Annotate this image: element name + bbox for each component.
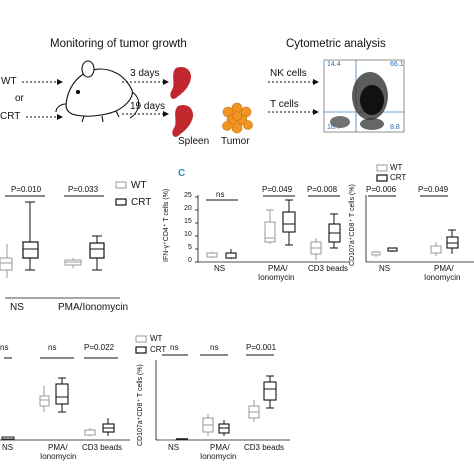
legend-b-wt-swatch	[115, 181, 127, 189]
panel-d-group-ns: NS	[379, 264, 391, 273]
panel-f-group-ns: NS	[168, 443, 180, 452]
panel-c-ytick-0: 0	[188, 257, 192, 264]
panel-e-group-cd3: CD3 beads	[82, 443, 123, 452]
legend-c-wt: WT	[390, 163, 403, 172]
days-3-label: 3 days	[130, 68, 160, 79]
legend-c-crt-swatch	[376, 174, 388, 182]
legend-b-wt: WT	[131, 180, 147, 191]
panel-b-group-ns: NS	[10, 302, 24, 313]
panel-e-pvalue-cd3: P=0.022	[84, 343, 115, 352]
panel-c-label: C	[178, 168, 186, 179]
panel-c-pvalue-cd3: P=0.008	[307, 185, 338, 194]
panel-c-chart	[195, 195, 350, 263]
or-label: or	[15, 93, 24, 104]
panel-b-pvalue-pma: P=0.033	[68, 185, 99, 194]
panel-c-group-cd3: CD3 beads	[308, 264, 349, 273]
panel-d-pvalue-ns: P=0.006	[366, 185, 397, 194]
arrows-to-cytometry	[268, 79, 319, 115]
days-19-label: 19 days	[130, 101, 166, 112]
cytometric-title: Cytometric analysis	[286, 38, 386, 50]
quad-tr-value: 66.1	[390, 61, 404, 68]
panel-f-group-ionomycin: Ionomycin	[200, 452, 237, 461]
monitoring-title: Monitoring of tumor growth	[50, 38, 187, 50]
panel-b-group-pma: PMA/Ionomycin	[58, 302, 129, 313]
panel-e-pvalue-ns: ns	[0, 343, 9, 352]
crt-label: CRT	[0, 111, 21, 122]
panel-c-group-pma: PMA/	[268, 264, 288, 273]
panel-c-group-ionomycin: Ionomycin	[258, 273, 295, 282]
quad-br-value: 8.8	[390, 124, 400, 131]
flow-cytometry-plot	[323, 59, 405, 133]
panel-f-group-cd3: CD3 beads	[244, 443, 285, 452]
panel-e-chart	[0, 357, 130, 441]
panel-f-chart	[155, 354, 290, 441]
panel-d-pvalue-pma: P=0.049	[418, 185, 449, 194]
panel-d-ylabel: CD107a⁺CD8⁺ T cells (%)	[349, 184, 356, 266]
legend-b-crt: CRT	[131, 197, 152, 208]
nk-cells-label: NK cells	[270, 68, 307, 79]
spleen-icon-2	[172, 104, 194, 137]
quad-bl-value: 10.7	[327, 124, 341, 131]
panel-b-pvalue-ns: P=0.010	[11, 185, 42, 194]
panel-d-group-pma: PMA/	[434, 264, 454, 273]
panel-e-group-ns: NS	[2, 443, 14, 452]
legend-f-wt-swatch	[135, 335, 147, 343]
t-cells-label: T cells	[270, 99, 299, 110]
panel-e-pvalue-pma: ns	[48, 343, 57, 352]
legend-c-wt-swatch	[376, 164, 388, 172]
panel-f-pvalue-ns: ns	[170, 343, 179, 352]
spleen-label: Spleen	[178, 136, 210, 147]
legend-c-crt: CRT	[390, 173, 407, 182]
panel-c-pvalue-pma: P=0.049	[262, 185, 293, 194]
dashed-arrows-left	[22, 79, 63, 120]
panel-b-chart	[0, 195, 120, 299]
legend-f-wt: WT	[150, 334, 163, 343]
spleen-icon	[170, 66, 192, 99]
panel-f-ylabel: CD107a⁺CD8⁺ T cells (%)	[137, 364, 144, 446]
tumor-label: Tumor	[221, 136, 250, 147]
tumor-icon	[222, 102, 253, 134]
panel-e-group-pma: PMA/	[48, 443, 68, 452]
panel-c-group-ns: NS	[214, 264, 226, 273]
panel-f-group-pma: PMA/	[210, 443, 230, 452]
legend-f-crt-swatch	[135, 346, 147, 354]
panel-d-chart	[365, 195, 474, 263]
wt-label: WT	[1, 76, 17, 87]
legend-b-crt-swatch	[115, 198, 127, 206]
panel-c-ytick-5: 5	[188, 244, 192, 251]
panel-d-group-ionomycin: Ionomycin	[424, 273, 461, 282]
mouse-icon	[55, 60, 140, 123]
panel-c-ylabel: IFN-γ⁺CD4⁺ T cells (%)	[163, 188, 170, 262]
quad-tl-value: 14.4	[327, 61, 341, 68]
panel-c-pvalue-ns: ns	[216, 190, 225, 199]
panel-f-pvalue-cd3: P=0.001	[246, 343, 277, 352]
panel-c-ytick-20: 20	[184, 205, 192, 212]
panel-e-group-ionomycin: Ionomycin	[40, 452, 77, 461]
legend-f-crt: CRT	[150, 345, 167, 354]
panel-c-ytick-15: 15	[184, 218, 192, 225]
panel-f-pvalue-pma: ns	[210, 343, 219, 352]
panel-c-ytick-10: 10	[184, 231, 192, 238]
panel-c-ytick-25: 25	[184, 192, 192, 199]
